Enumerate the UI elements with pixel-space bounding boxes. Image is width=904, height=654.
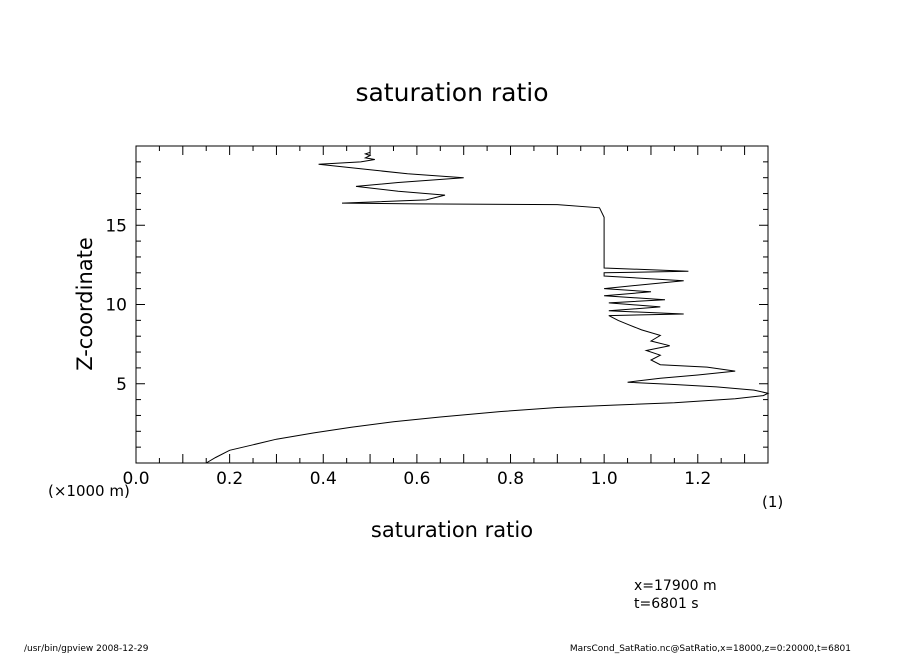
x-tick-labels: 0.0 0.2 0.4 0.6 0.8 1.0 1.2: [122, 469, 711, 489]
y-tick-labels: 5 10 15: [105, 216, 127, 395]
y-tick-label: 5: [116, 375, 127, 395]
x-tick-label: 0.0: [122, 469, 149, 489]
x-tick-label: 0.8: [497, 469, 524, 489]
annotation-x: x=17900 m: [634, 578, 717, 594]
x-tick-label: 1.0: [591, 469, 618, 489]
y-tick-label: 15: [105, 216, 127, 236]
y-axis-label: Z-coordinate: [73, 237, 97, 371]
x-tick-label: 0.6: [403, 469, 430, 489]
x-tick-label: 1.2: [684, 469, 711, 489]
x-axis-label: saturation ratio: [371, 518, 533, 542]
series-line: [205, 151, 770, 464]
chart-title: saturation ratio: [355, 78, 548, 107]
x-tick-label: 0.2: [216, 469, 243, 489]
axis-ticks: [135, 146, 769, 463]
plot-area: [135, 145, 770, 464]
footer-left: /usr/bin/gpview 2008-12-29: [24, 644, 149, 654]
annotation-t: t=6801 s: [634, 596, 699, 612]
x-unit-label: (1): [762, 493, 783, 511]
y-tick-label: 10: [105, 296, 127, 316]
footer-right: MarsCond_SatRatio.nc@SatRatio,x=18000,z=…: [570, 644, 851, 654]
y-unit-label: (×1000 m): [48, 482, 130, 500]
x-tick-label: 0.4: [310, 469, 337, 489]
